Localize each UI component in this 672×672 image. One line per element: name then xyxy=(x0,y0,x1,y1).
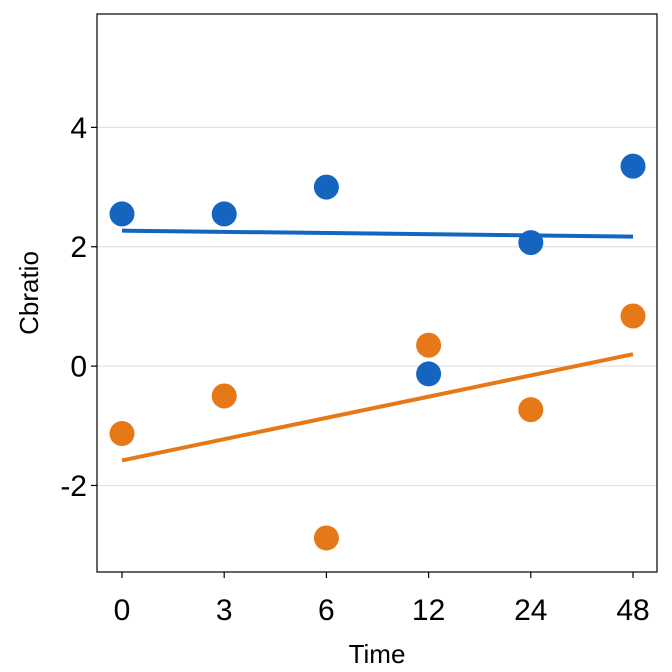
data-point-series-1 xyxy=(109,201,135,227)
gridlines xyxy=(97,126,657,487)
plot-panel-border xyxy=(96,13,658,573)
y-tick-label: 0 xyxy=(70,351,87,384)
x-tick-label: 48 xyxy=(616,594,649,627)
x-tick-label: 12 xyxy=(412,594,445,627)
data-point-series-2 xyxy=(518,397,544,423)
data-points xyxy=(109,153,646,551)
trend-line-series-2 xyxy=(121,352,634,463)
x-tick-label: 0 xyxy=(114,594,131,627)
data-point-series-1 xyxy=(620,153,646,179)
x-axis-title: Time xyxy=(349,639,406,669)
x-tick-label: 6 xyxy=(318,594,335,627)
x-tick-label: 3 xyxy=(216,594,233,627)
data-point-series-2 xyxy=(620,303,646,329)
x-axis: 0 3 6 12 24 48 xyxy=(114,572,650,627)
y-tick-label: 2 xyxy=(70,231,87,264)
data-point-series-1 xyxy=(211,201,237,227)
trend-line-series-1 xyxy=(121,228,634,239)
data-point-series-1 xyxy=(313,174,339,200)
data-point-series-2 xyxy=(211,383,237,409)
data-point-series-2 xyxy=(313,525,339,551)
data-point-series-1 xyxy=(416,361,442,387)
y-tick-label: 4 xyxy=(70,112,87,145)
trend-lines xyxy=(121,228,634,463)
data-point-series-2 xyxy=(109,421,135,447)
data-point-series-1 xyxy=(518,230,544,256)
data-point-series-2 xyxy=(416,332,442,358)
y-axis: -2 0 2 4 xyxy=(60,112,97,503)
x-tick-label: 24 xyxy=(514,594,547,627)
y-axis-title: Cbratio xyxy=(14,251,44,335)
y-tick-label: -2 xyxy=(60,470,87,503)
